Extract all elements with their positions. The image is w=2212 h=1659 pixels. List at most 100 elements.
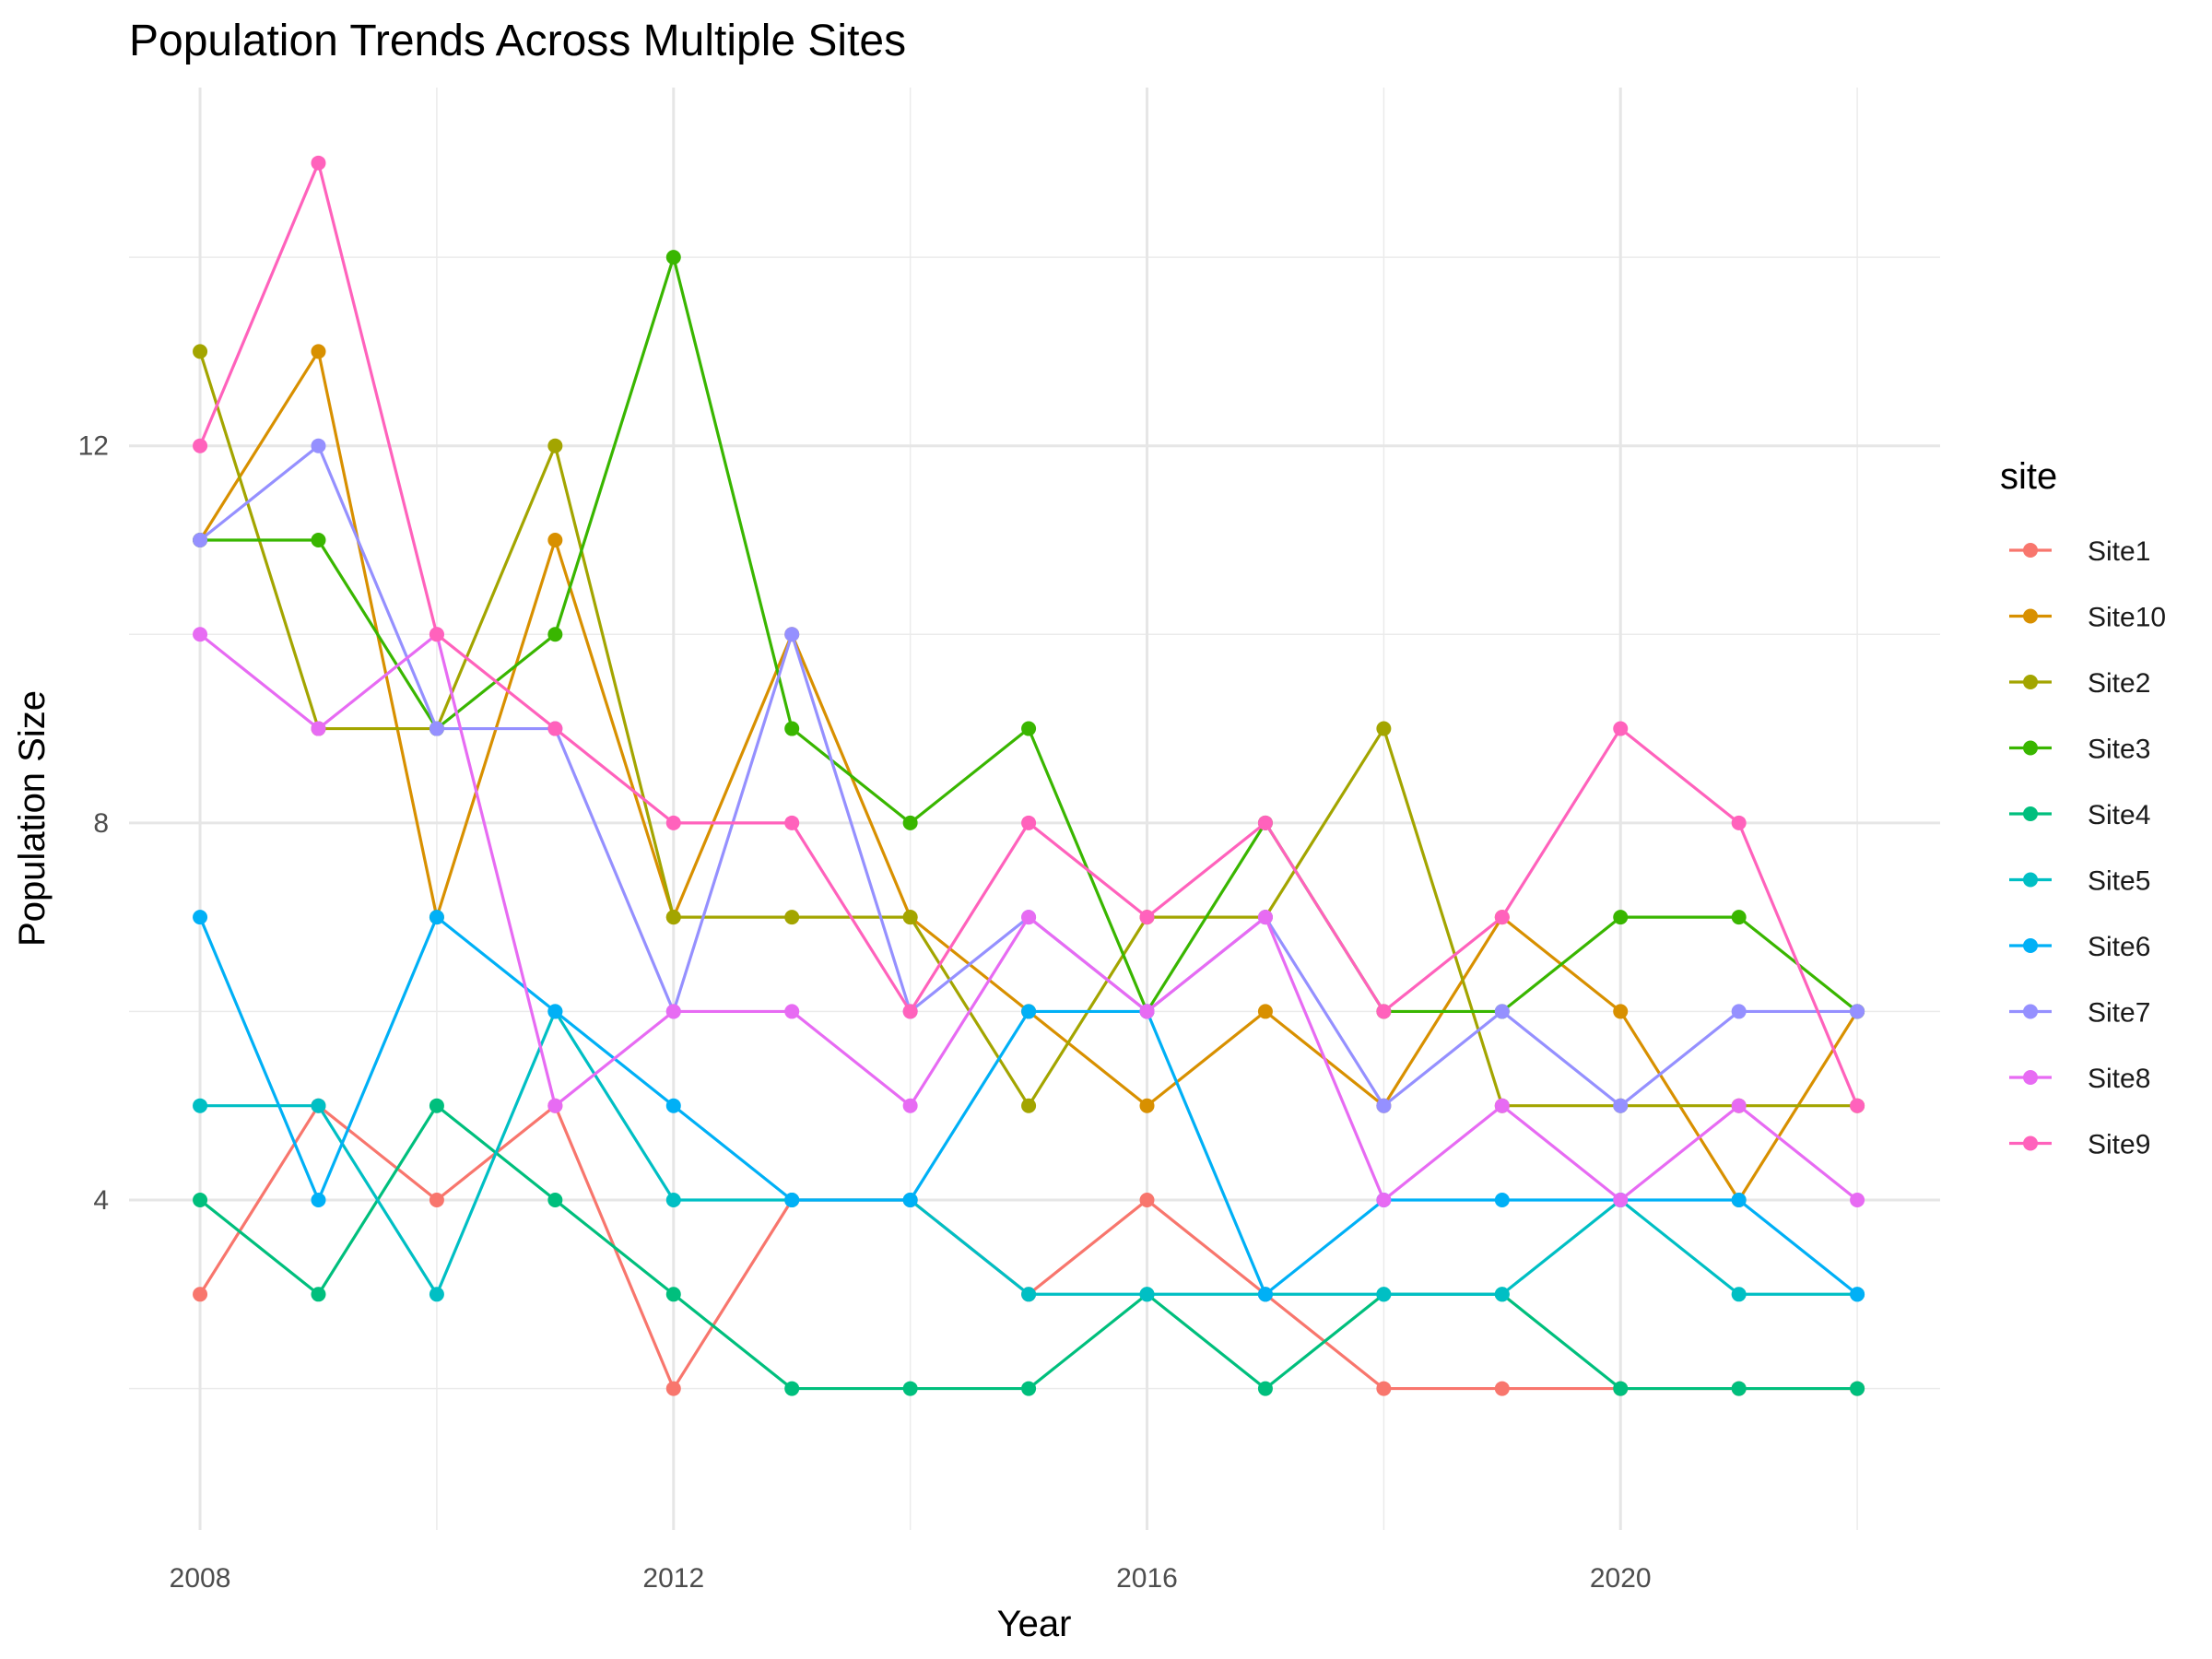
data-point-site5 [1494,1287,1510,1302]
legend-item-site5: Site5 [2009,866,2150,897]
data-point-site5 [1376,1287,1392,1302]
data-point-site9 [1139,910,1155,925]
data-point-site8 [1139,1004,1155,1019]
data-point-site4 [902,1381,918,1396]
legend-label: Site7 [2088,998,2150,1029]
data-point-site9 [1376,1004,1392,1019]
data-point-site3 [1731,910,1747,925]
legend-label: Site4 [2088,800,2150,830]
series-site9 [193,155,1865,1113]
data-point-site10 [547,532,563,547]
data-point-site1 [429,1192,444,1207]
data-point-site8 [1731,1098,1747,1113]
data-point-site9 [1850,1098,1865,1113]
x-tick-label: 2008 [170,1563,231,1594]
legend-label: Site2 [2088,668,2150,699]
data-point-site8 [1850,1192,1865,1207]
data-point-site10 [311,344,326,359]
legend-label: Site5 [2088,866,2150,897]
data-point-site7 [1376,1098,1392,1113]
series-line-site1 [198,1104,1858,1391]
legend-key-point [2023,806,2038,821]
data-point-site1 [1494,1381,1510,1396]
x-axis-ticks: 2008 2012 2016 2020 [170,1563,1652,1594]
data-point-site2 [1376,721,1392,736]
data-point-site3 [665,250,681,265]
y-axis-ticks: 4 8 12 [78,431,109,1216]
data-point-site5 [1139,1287,1155,1302]
legend-item-site1: Site1 [2009,536,2150,567]
data-point-site9 [784,815,800,830]
data-point-site6 [665,1098,681,1113]
data-point-site9 [1257,815,1273,830]
data-point-site8 [902,1098,918,1113]
y-tick-label: 8 [93,808,109,839]
data-point-site9 [1613,721,1629,736]
series-site10 [193,344,1865,1207]
data-point-site3 [1021,721,1037,736]
legend-key-point [2023,872,2038,888]
data-point-site2 [902,910,918,925]
legend: site Site1 Site10 Site2 Site3 Site4 Site5 Site… [2000,456,2166,1160]
data-point-site5 [665,1192,681,1207]
series-line-site5 [200,1009,1858,1296]
data-point-site4 [193,1192,208,1207]
data-point-site7 [429,721,444,736]
legend-label: Site3 [2088,735,2150,765]
data-point-site7 [311,438,326,453]
data-point-site2 [193,344,208,359]
data-point-site9 [665,815,681,830]
legend-label: Site10 [2088,603,2166,633]
data-point-site3 [784,721,800,736]
data-point-site6 [1257,1287,1273,1302]
legend-key-point [2023,675,2038,689]
legend-key-point [2023,740,2038,756]
data-point-site5 [429,1287,444,1302]
x-tick-label: 2020 [1590,1563,1652,1594]
data-point-site4 [1021,1381,1037,1396]
data-point-site4 [311,1287,326,1302]
data-point-site7 [1494,1004,1510,1019]
data-point-site1 [1376,1381,1392,1396]
data-point-site8 [311,721,326,736]
data-point-site2 [547,438,563,453]
data-point-site6 [193,910,208,925]
data-point-site6 [311,1192,326,1207]
legend-title: site [2000,456,2057,497]
data-point-site9 [902,1004,918,1019]
data-point-site3 [311,532,326,547]
data-point-site2 [784,910,800,925]
series-layer [193,155,1865,1396]
legend-item-site7: Site7 [2009,998,2150,1029]
data-point-site1 [193,1287,208,1302]
x-tick-label: 2012 [642,1563,704,1594]
legend-label: Site8 [2088,1064,2150,1094]
data-point-site3 [902,815,918,830]
data-point-site6 [902,1192,918,1207]
data-point-site7 [193,532,208,547]
data-point-site2 [665,910,681,925]
legend-item-site3: Site3 [2009,735,2150,765]
data-point-site6 [1731,1192,1747,1207]
data-point-site10 [1139,1098,1155,1113]
data-point-site4 [665,1287,681,1302]
data-point-site7 [1850,1004,1865,1019]
legend-key-point [2023,1070,2038,1085]
data-point-site2 [1021,1098,1037,1113]
data-point-site8 [1021,910,1037,925]
data-point-site6 [429,910,444,925]
legend-item-site2: Site2 [2009,668,2150,699]
legend-key-point [2023,608,2038,624]
legend-label: Site1 [2088,536,2150,567]
data-point-site8 [1376,1192,1392,1207]
legend-label: Site6 [2088,932,2150,962]
grid [129,88,1940,1530]
data-point-site9 [429,627,444,642]
legend-item-site8: Site8 [2009,1064,2150,1094]
data-point-site6 [784,1192,800,1207]
data-point-site8 [1613,1192,1629,1207]
data-point-site7 [1731,1004,1747,1019]
x-tick-label: 2016 [1116,1563,1178,1594]
y-tick-label: 4 [93,1185,109,1216]
data-point-site10 [1613,1004,1629,1019]
